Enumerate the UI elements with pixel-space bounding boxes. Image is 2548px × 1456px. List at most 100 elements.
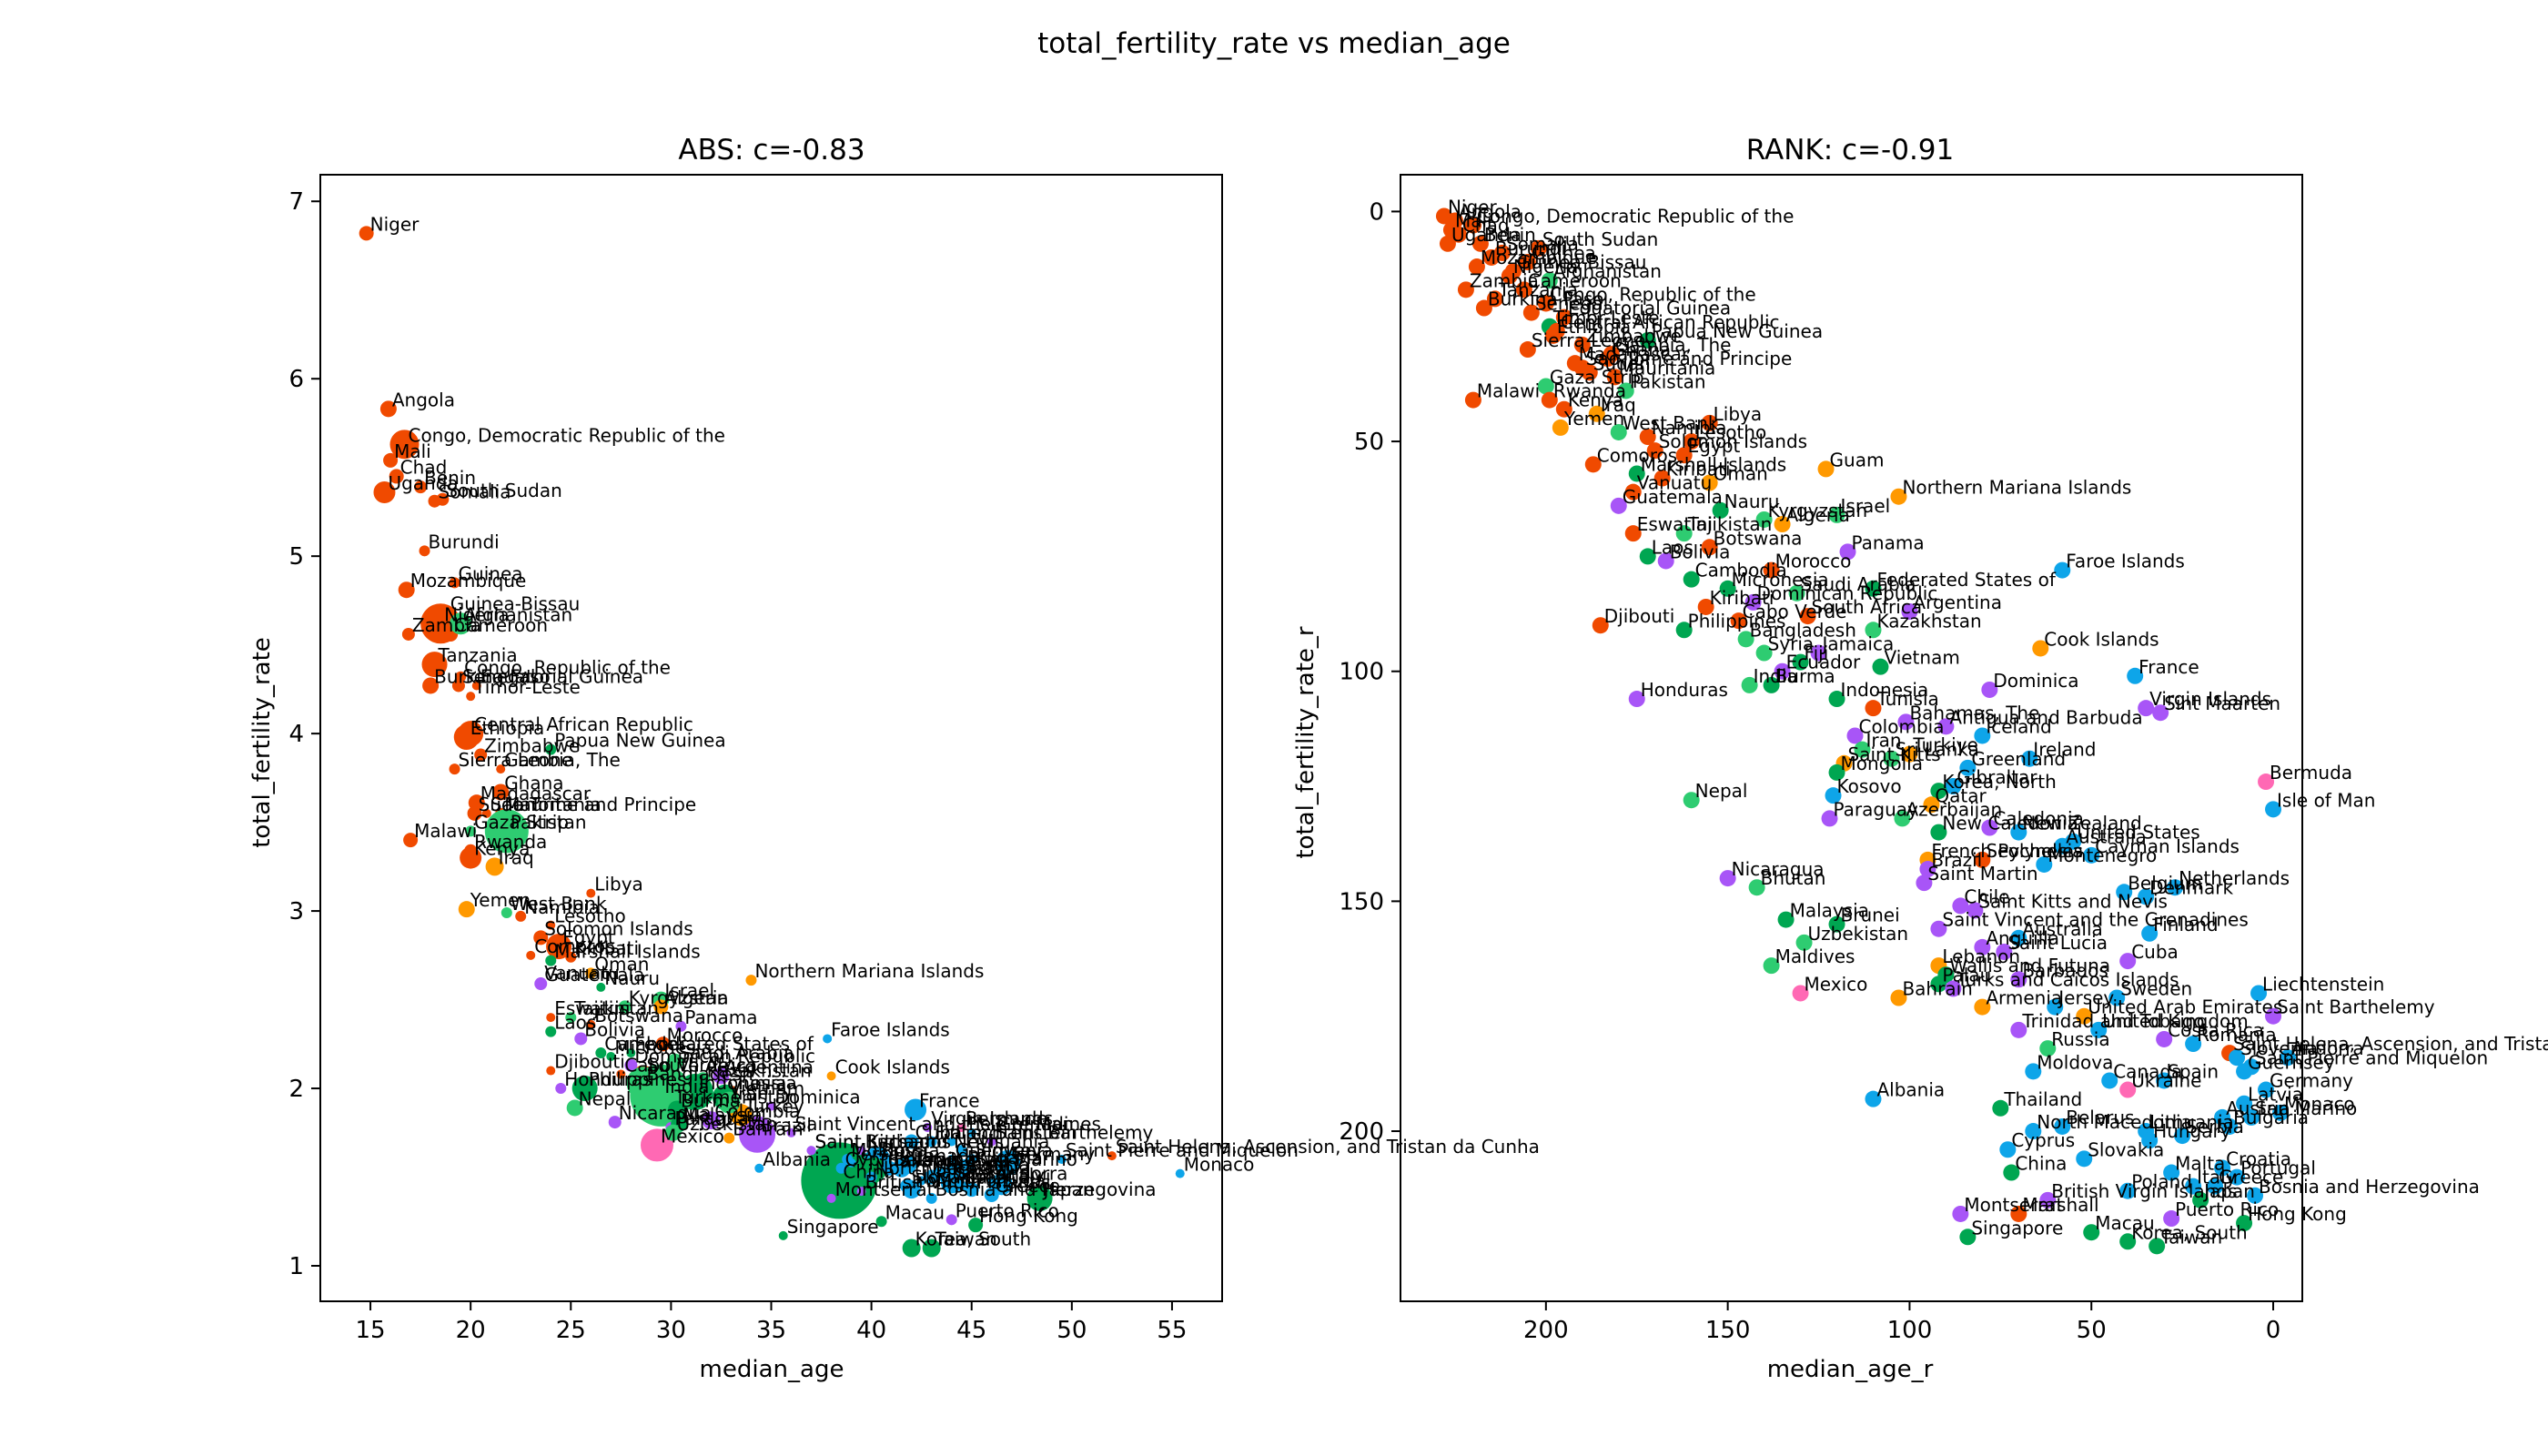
abs-point-marker — [1107, 1151, 1117, 1161]
rank-point-marker — [1457, 281, 1474, 298]
rank-point-label: China — [2015, 1153, 2067, 1175]
rank-point-label: Liechtenstein — [2262, 973, 2384, 995]
abs-y-tick-label: 1 — [288, 1253, 304, 1280]
rank-point-label: Mali — [1455, 210, 1492, 232]
rank-point-label: British Virgin Islands — [2051, 1180, 2237, 1202]
rank-point-marker — [1828, 763, 1845, 781]
abs-point-marker — [460, 846, 482, 869]
rank-point-label: Nicaragua — [1732, 858, 1825, 880]
abs-point-marker — [474, 748, 488, 762]
rank-point-marker — [1552, 419, 1569, 436]
rank-point-marker — [1581, 364, 1598, 381]
rank-point-marker — [2258, 774, 2275, 791]
rank-point-marker — [2174, 1127, 2191, 1145]
abs-point-marker — [451, 679, 465, 693]
rank-point-marker — [2003, 1164, 2020, 1181]
abs-point-marker — [806, 1146, 816, 1156]
rank-point-label: Bosnia and Herzegovina — [2259, 1176, 2480, 1198]
rank-point-marker — [1541, 272, 1558, 289]
rank-point-label: Malaysia — [1790, 900, 1869, 922]
abs-point-marker — [956, 1122, 966, 1132]
abs-point-marker — [856, 1146, 866, 1156]
rank-point-label: Bhutan — [1761, 867, 1826, 889]
abs-point-marker — [398, 581, 415, 599]
abs-point-marker — [905, 1098, 927, 1121]
rank-point-marker — [1945, 980, 1962, 997]
rank-point-label: Cook Islands — [2044, 628, 2159, 650]
rank-point-marker — [1683, 571, 1700, 588]
abs-point-marker — [421, 652, 448, 678]
rank-scatter-panel: RANK: c=-0.91 median_age_r total_fertili… — [1292, 134, 2548, 1383]
rank-point-label: Russia — [2051, 1028, 2109, 1050]
rank-point-label: New Zealand — [2022, 813, 2141, 834]
rank-point-label: Malawi — [1477, 380, 1540, 402]
rank-point-label: Cambodia — [1695, 560, 1787, 581]
rank-point-marker — [1825, 787, 1842, 804]
abs-point-marker — [754, 1163, 764, 1173]
abs-point-label: Guernsey — [956, 1139, 1043, 1161]
rank-point-label: Northern Mariana Islands — [1902, 477, 2131, 499]
rank-point-label: India — [1754, 665, 1798, 687]
rank-point-label: Burundi — [1495, 238, 1566, 259]
abs-point-marker — [934, 1166, 949, 1181]
abs-point-marker — [403, 833, 419, 848]
rank-point-marker — [1617, 382, 1634, 399]
rank-point-marker — [2010, 971, 2027, 988]
rank-point-marker — [1828, 691, 1845, 708]
abs-point-label: Namibia — [524, 896, 600, 918]
rank-point-label: Greece — [2219, 1167, 2283, 1188]
abs-point-marker — [586, 888, 596, 898]
abs-point-label: Angola — [392, 389, 455, 410]
rank-point-label: Ghana — [1612, 339, 1671, 360]
rank-point-label: Burkina Faso — [1488, 288, 1604, 310]
rank-point-marker — [1588, 405, 1605, 422]
abs-point-label: Burma — [681, 1089, 741, 1111]
abs-point-marker — [546, 1013, 556, 1023]
rank-y-tick-label: 100 — [1339, 659, 1384, 686]
rank-point-marker — [1774, 516, 1791, 533]
abs-point-label: Laos — [554, 1012, 596, 1034]
abs-point-label: West Bank — [511, 893, 607, 915]
rank-point-marker — [1930, 976, 1947, 993]
abs-point-label: Morocco — [667, 1024, 743, 1046]
rank-point-marker — [1930, 824, 1947, 841]
abs-point-label: Slovakia — [911, 1166, 987, 1188]
abs-point-marker — [786, 1127, 796, 1138]
rank-point-marker — [2149, 1238, 2166, 1255]
abs-point-label: Argentina — [724, 1056, 814, 1077]
rank-point-label: Montserrat — [1964, 1194, 2063, 1216]
rank-point-marker — [1599, 350, 1616, 368]
rank-point-marker — [2272, 1104, 2290, 1121]
rank-point-marker — [1697, 598, 1714, 615]
rank-point-label: France — [2138, 656, 2199, 678]
abs-point-label: Federated States of — [634, 1033, 814, 1055]
rank-point-label: Jersey — [2057, 987, 2114, 1009]
rank-point-label: Cabo Verde — [1743, 601, 1847, 622]
rank-point-label: Spain — [2168, 1060, 2219, 1082]
abs-point-marker — [956, 1145, 967, 1157]
abs-point-marker — [484, 809, 529, 854]
abs-point-label: Northern Mariana Islands — [754, 960, 984, 982]
abs-point-marker — [986, 1178, 996, 1188]
abs-point-marker — [653, 999, 669, 1015]
abs-point-marker — [718, 1091, 741, 1114]
abs-point-marker — [1057, 1155, 1067, 1165]
abs-point-label: Hungary — [945, 1154, 1024, 1176]
abs-point-marker — [458, 901, 475, 918]
abs-point-label: Turkey — [743, 1095, 804, 1117]
abs-point-label: Cuba — [915, 1122, 963, 1144]
rank-point-label: Malta — [2175, 1153, 2225, 1175]
rank-point-marker — [1981, 819, 1998, 836]
abs-point-label: Vietnam — [729, 1077, 804, 1099]
rank-point-marker — [2258, 1081, 2275, 1098]
abs-point-label: Kenya — [474, 838, 530, 860]
rank-point-label: Rwanda — [1553, 380, 1626, 402]
abs-point-label: Bolivia — [584, 1018, 645, 1040]
rank-point-marker — [1763, 561, 1780, 579]
rank-point-marker — [1519, 341, 1536, 359]
abs-point-marker — [826, 1071, 836, 1081]
rank-point-marker — [1883, 750, 1900, 767]
rank-point-label: Iran — [1866, 730, 1901, 752]
rank-point-label: Cameroon — [1528, 269, 1622, 291]
rank-point-label: Syria — [1768, 633, 1815, 655]
